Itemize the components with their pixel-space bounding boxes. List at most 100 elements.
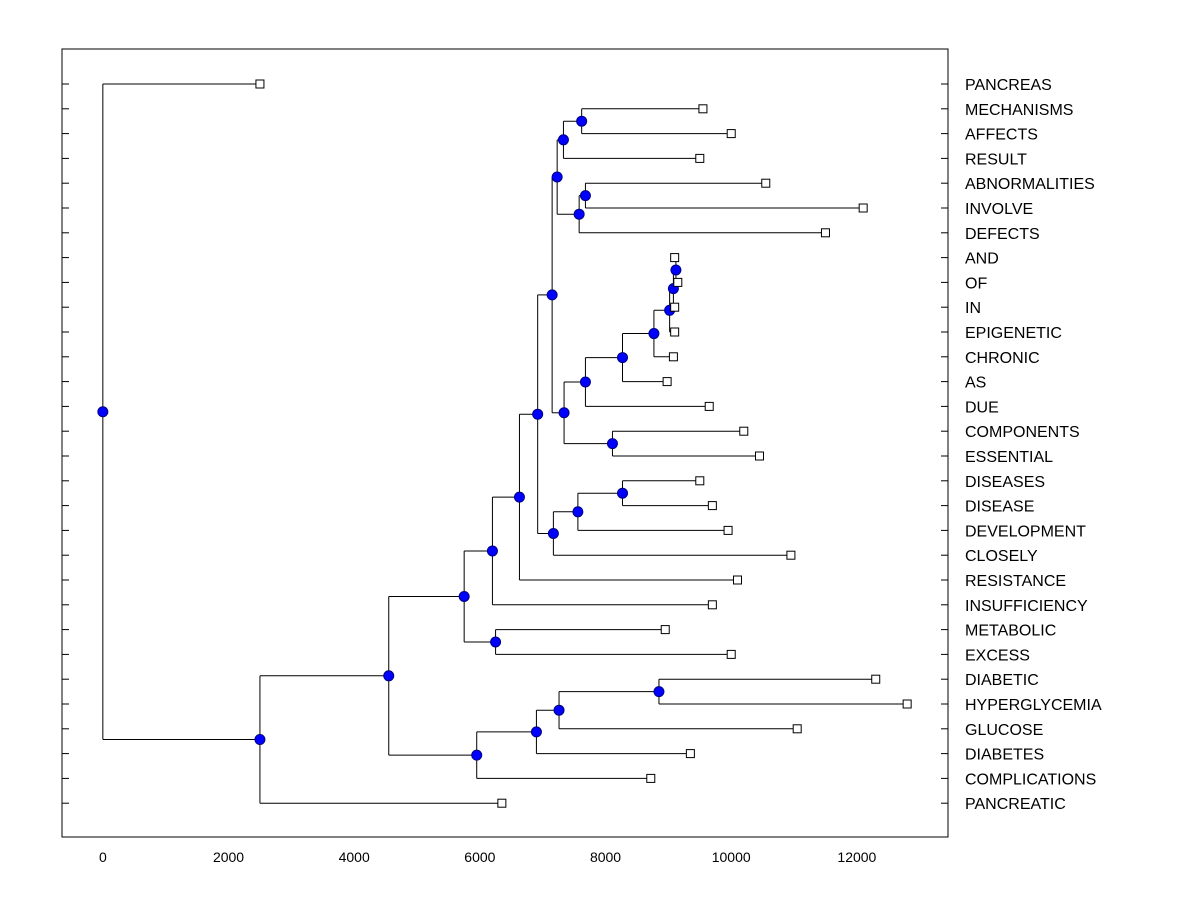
node-marker bbox=[254, 734, 266, 746]
node-marker bbox=[97, 406, 109, 418]
leaf-label-disease: DISEASE bbox=[965, 499, 1034, 516]
leaf-marker bbox=[670, 302, 680, 312]
node-marker bbox=[648, 328, 660, 340]
leaf-label-abnormalities: ABNORMALITIES bbox=[965, 176, 1095, 193]
node-marker bbox=[670, 264, 682, 276]
x-tick-label: 6000 bbox=[464, 849, 495, 865]
leaf-label-glucose: GLUCOSE bbox=[965, 722, 1043, 739]
leaf-label-epigenetic: EPIGENETIC bbox=[965, 325, 1062, 342]
leaf-marker bbox=[673, 277, 683, 287]
node-marker bbox=[579, 190, 591, 202]
tick-marks bbox=[62, 83, 948, 804]
leaf-marker bbox=[761, 178, 771, 188]
leaf-marker bbox=[902, 699, 912, 709]
leaf-marker bbox=[695, 153, 705, 163]
node-marker bbox=[617, 487, 629, 499]
leaf-label-diabetic: DIABETIC bbox=[965, 672, 1039, 689]
node-marker bbox=[546, 289, 558, 301]
leaf-label-and: AND bbox=[965, 251, 999, 268]
leaf-label-pancreas: PANCREAS bbox=[965, 77, 1052, 94]
leaf-label-chronic: CHRONIC bbox=[965, 350, 1040, 367]
leaf-label-as: AS bbox=[965, 375, 986, 392]
leaf-labels: PANCREAS MECHANISMS AFFECTS RESULT ABNORMALI… bbox=[965, 77, 1102, 813]
leaf-label-metabolic: METABOLIC bbox=[965, 623, 1056, 640]
leaf-label-components: COMPONENTS bbox=[965, 424, 1080, 441]
x-tick-label: 12000 bbox=[837, 849, 876, 865]
node-marker bbox=[606, 438, 618, 450]
leaf-label-result: RESULT bbox=[965, 151, 1027, 168]
leaf-marker bbox=[670, 253, 680, 263]
leaf-label-development: DEVELOPMENT bbox=[965, 523, 1086, 540]
node-marker bbox=[653, 686, 665, 698]
x-tick-label: 10000 bbox=[712, 849, 751, 865]
leaf-label-closely: CLOSELY bbox=[965, 548, 1038, 565]
node-marker bbox=[458, 590, 470, 602]
leaf-label-involve: INVOLVE bbox=[965, 201, 1033, 218]
node-marker bbox=[471, 749, 483, 761]
leaf-label-in: IN bbox=[965, 300, 981, 317]
leaf-marker bbox=[707, 501, 717, 511]
leaf-marker bbox=[255, 79, 265, 89]
leaf-marker bbox=[754, 451, 764, 461]
branch-lines bbox=[102, 83, 908, 804]
leaf-label-complications: COMPLICATIONS bbox=[965, 771, 1096, 788]
leaf-marker bbox=[739, 426, 749, 436]
leaf-marker bbox=[646, 773, 656, 783]
leaf-marker bbox=[871, 674, 881, 684]
leaf-label-diseases: DISEASES bbox=[965, 474, 1045, 491]
leaf-marker bbox=[786, 550, 796, 560]
plot-frame bbox=[61, 48, 949, 838]
leaf-label-hyperglycemia: HYPERGLYCEMIA bbox=[965, 697, 1102, 714]
leaf-label-of: OF bbox=[965, 275, 987, 292]
leaf-marker bbox=[698, 104, 708, 114]
x-tick-label: 2000 bbox=[213, 849, 244, 865]
internal-nodes bbox=[97, 115, 682, 761]
x-tick-label: 4000 bbox=[339, 849, 370, 865]
leaf-label-insufficiency: INSUFFICIENCY bbox=[965, 598, 1088, 615]
leaf-marker bbox=[662, 377, 672, 387]
leaf-marker bbox=[497, 798, 507, 808]
leaf-label-due: DUE bbox=[965, 399, 999, 416]
node-marker bbox=[513, 491, 525, 503]
leaf-marker bbox=[726, 129, 736, 139]
leaf-label-diabetes: DIABETES bbox=[965, 747, 1044, 764]
leaf-markers bbox=[255, 79, 912, 808]
leaf-label-pancreatic: PANCREATIC bbox=[965, 796, 1066, 813]
leaf-marker bbox=[726, 649, 736, 659]
leaf-label-affects: AFFECTS bbox=[965, 127, 1038, 144]
node-marker bbox=[490, 636, 502, 648]
node-marker bbox=[547, 528, 559, 539]
leaf-marker bbox=[707, 600, 717, 610]
leaf-label-essential: ESSENTIAL bbox=[965, 449, 1053, 466]
x-tick-label: 8000 bbox=[590, 849, 621, 865]
node-marker bbox=[530, 726, 542, 738]
leaf-marker bbox=[695, 476, 705, 486]
leaf-marker bbox=[732, 575, 742, 585]
leaf-label-mechanisms: MECHANISMS bbox=[965, 102, 1073, 119]
node-marker bbox=[557, 134, 569, 146]
node-marker bbox=[553, 704, 565, 716]
node-marker bbox=[383, 670, 395, 682]
node-marker bbox=[572, 506, 584, 518]
leaf-marker bbox=[704, 401, 714, 411]
leaf-marker bbox=[660, 625, 670, 635]
node-marker bbox=[579, 376, 591, 388]
x-tick-label: 0 bbox=[99, 849, 107, 865]
leaf-marker bbox=[820, 228, 830, 238]
leaf-marker bbox=[685, 749, 695, 759]
node-marker bbox=[486, 545, 498, 557]
leaf-label-resistance: RESISTANCE bbox=[965, 573, 1066, 590]
node-marker bbox=[532, 408, 544, 420]
leaf-marker bbox=[858, 203, 868, 213]
leaf-marker bbox=[668, 352, 678, 362]
leaf-label-defects: DEFECTS bbox=[965, 226, 1040, 243]
leaf-label-excess: EXCESS bbox=[965, 647, 1030, 664]
node-marker bbox=[573, 208, 585, 220]
node-marker bbox=[558, 407, 570, 419]
node-marker bbox=[576, 115, 588, 127]
x-axis-tick-labels: 0 2000 4000 6000 8000 10000 12000 bbox=[99, 849, 877, 865]
leaf-marker bbox=[792, 724, 802, 734]
leaf-marker bbox=[670, 327, 680, 337]
node-marker bbox=[617, 352, 629, 364]
